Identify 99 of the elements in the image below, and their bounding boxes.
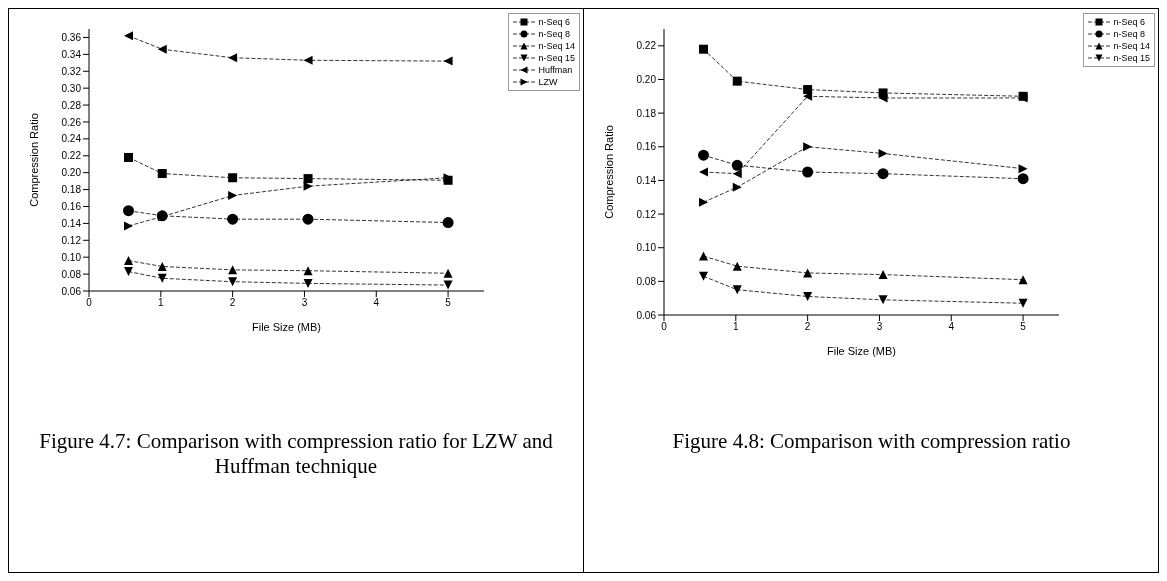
y-tick-label: 0.22: [636, 40, 657, 52]
legend-label: n-Seq 15: [538, 53, 575, 63]
legend-label: n-Seq 15: [1113, 53, 1150, 63]
point: [303, 55, 313, 65]
point: [124, 152, 133, 162]
x-axis-title: File Size (MB): [826, 345, 897, 357]
y-tick-label: 0.14: [61, 217, 82, 229]
point: [1017, 173, 1029, 185]
y-tick-label: 0.34: [61, 48, 82, 60]
point: [878, 295, 888, 305]
y-tick-label: 0.08: [636, 275, 657, 287]
x-tick-label: 4: [373, 297, 380, 309]
point: [442, 217, 454, 229]
x-axis-title: File Size (MB): [251, 321, 322, 333]
point: [1018, 164, 1028, 174]
point: [1018, 298, 1028, 308]
point: [699, 167, 708, 177]
x-tick-label: 4: [948, 321, 955, 333]
x-tick-label: 5: [1020, 321, 1027, 333]
point: [732, 182, 742, 192]
point: [124, 221, 133, 231]
y-tick-label: 0.06: [61, 285, 82, 297]
point: [228, 191, 238, 200]
point: [228, 173, 238, 183]
point: [227, 213, 239, 225]
point: [1018, 275, 1028, 285]
y-tick-label: 0.12: [636, 208, 657, 220]
y-tick-label: 0.26: [61, 116, 82, 128]
point: [877, 168, 889, 180]
x-tick-label: 1: [158, 297, 165, 309]
point: [157, 44, 167, 54]
point: [878, 148, 888, 158]
point: [157, 261, 167, 271]
point: [803, 85, 813, 95]
x-tick-label: 3: [301, 297, 308, 309]
y-tick-label: 0.16: [61, 201, 82, 213]
y-tick-label: 0.12: [61, 234, 82, 246]
legend-label: n-Seq 14: [538, 41, 575, 51]
point: [228, 277, 238, 287]
x-tick-label: 0: [86, 297, 93, 309]
y-tick-label: 0.20: [61, 167, 82, 179]
point: [732, 285, 742, 295]
y-tick-label: 0.16: [636, 141, 657, 153]
caption: Figure 4.8: Comparison with compression ratio: [671, 429, 1072, 454]
point: [124, 256, 133, 266]
x-tick-label: 2: [804, 321, 811, 333]
point: [732, 169, 742, 179]
legend-label: LZW: [538, 77, 558, 87]
point: [878, 270, 888, 280]
point: [443, 56, 453, 66]
legend-label: n-Seq 14: [1113, 41, 1150, 51]
y-tick-label: 0.20: [636, 74, 657, 86]
y-tick-label: 0.10: [61, 251, 82, 263]
point: [124, 267, 133, 277]
point: [803, 142, 813, 152]
point: [699, 251, 708, 261]
y-tick-label: 0.14: [636, 174, 657, 186]
point: [302, 213, 314, 225]
point: [157, 169, 167, 179]
y-tick-label: 0.28: [61, 99, 82, 111]
x-tick-label: 5: [445, 297, 452, 309]
point: [732, 76, 742, 86]
x-tick-label: 1: [733, 321, 740, 333]
y-tick-label: 0.10: [636, 242, 657, 254]
y-tick-label: 0.18: [636, 107, 657, 119]
y-tick-label: 0.18: [61, 184, 82, 196]
y-tick-label: 0.06: [636, 309, 657, 321]
point: [698, 149, 709, 161]
legend-label: n-Seq 6: [1113, 17, 1145, 27]
y-tick-label: 0.32: [61, 65, 82, 77]
x-tick-label: 2: [229, 297, 236, 309]
point: [731, 159, 743, 171]
point: [443, 268, 453, 278]
legend-label: n-Seq 6: [538, 17, 570, 27]
point: [699, 271, 708, 281]
point: [878, 93, 888, 103]
point: [303, 266, 313, 276]
point: [123, 205, 134, 217]
point: [699, 197, 708, 207]
y-axis-title: Compression Ratio: [27, 113, 40, 207]
x-tick-label: 3: [876, 321, 883, 333]
legend-label: n-Seq 8: [538, 29, 570, 39]
y-tick-label: 0.22: [61, 150, 82, 162]
point: [803, 91, 813, 101]
y-axis-title: Compression Ratio: [602, 125, 615, 219]
point: [803, 291, 813, 301]
legend-label: n-Seq 8: [1113, 29, 1145, 39]
y-tick-label: 0.30: [61, 82, 82, 94]
y-tick-label: 0.36: [61, 32, 82, 43]
point: [802, 166, 814, 178]
point: [303, 278, 313, 288]
y-tick-label: 0.08: [61, 268, 82, 280]
caption: Figure 4.7: Comparison with compression ratio for LZW and Huffman technique: [38, 429, 554, 479]
legend-label: Huffman: [538, 65, 573, 75]
x-tick-label: 0: [661, 321, 668, 333]
point: [732, 261, 742, 271]
point: [303, 174, 313, 184]
point: [699, 44, 708, 54]
y-tick-label: 0.24: [61, 133, 82, 145]
